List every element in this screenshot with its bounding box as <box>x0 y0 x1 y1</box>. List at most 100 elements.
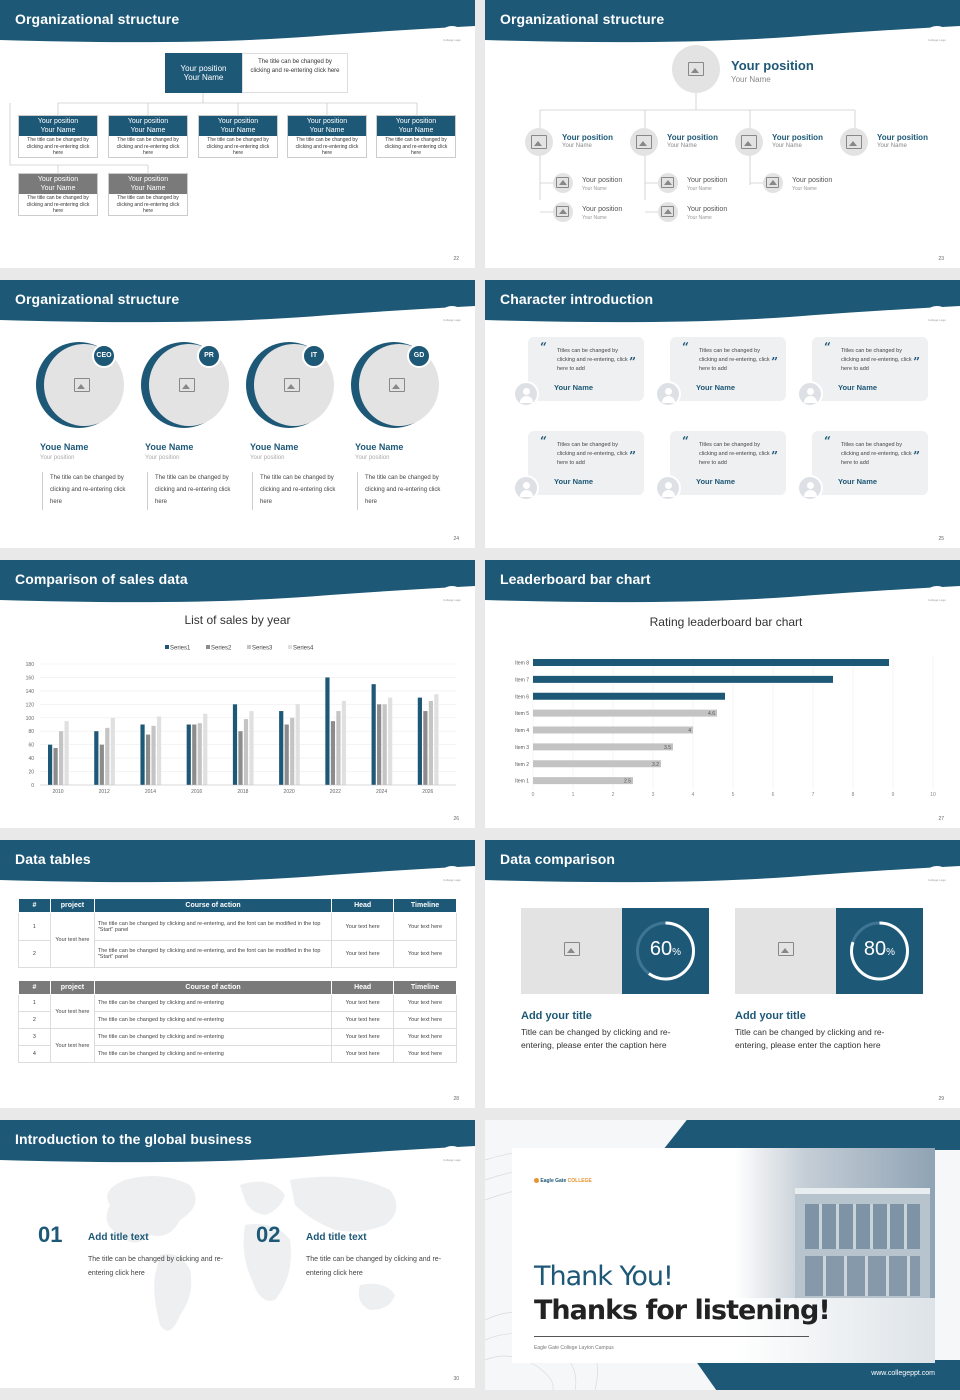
college-logo: College Logo <box>922 866 952 896</box>
member-name: Your Name <box>667 143 697 149</box>
table-row[interactable]: 2 The title can be changed by clicking a… <box>18 1011 457 1029</box>
bar <box>94 731 99 785</box>
bar <box>382 704 387 785</box>
page-number: 23 <box>938 256 944 262</box>
member-photo[interactable] <box>630 128 658 156</box>
college-logo: College Logo <box>437 1146 467 1176</box>
sub-member-position: Your position <box>582 177 623 184</box>
table-row[interactable]: 3 Your text here The title can be change… <box>18 1028 457 1063</box>
slide-31: Eagle Gate COLLEGE Thank You! Thanks for… <box>485 1120 960 1390</box>
item-number: 02 <box>256 1222 281 1247</box>
org-box-position: Your position <box>306 118 348 125</box>
testimonial-card[interactable]: “ ” Titles can be changed by clicking and … <box>670 337 786 401</box>
org-box[interactable]: Your position Your Name The title can be c… <box>108 173 188 216</box>
image-placeholder[interactable] <box>735 908 836 994</box>
top-photo[interactable] <box>672 45 720 93</box>
slide-title: Organizational structure <box>500 11 665 27</box>
member-photo[interactable] <box>525 128 553 156</box>
org-box[interactable]: Your position Your Name The title can be c… <box>376 115 456 158</box>
legend-swatch <box>206 645 210 649</box>
y-tick-label: Item 8 <box>515 661 529 667</box>
table-row[interactable]: 4 The title can be changed by clicking a… <box>18 1045 457 1063</box>
item-title: Add your title <box>735 1010 806 1022</box>
sub-member-photo[interactable] <box>553 173 573 193</box>
item-text: The title can be changed by clicking and… <box>306 1256 442 1277</box>
bar <box>533 777 633 785</box>
quote-open-icon: “ <box>540 434 547 448</box>
sub-member-photo[interactable] <box>658 202 678 222</box>
x-tick-label: 2012 <box>99 789 110 795</box>
col-header: Course of action <box>93 980 333 995</box>
cell: Your text here <box>393 994 457 1012</box>
member-photo[interactable] <box>254 344 334 426</box>
member-name: Youe Name <box>40 442 89 452</box>
top-accent-band <box>663 1120 960 1150</box>
cell: The title can be changed by clicking and… <box>93 912 333 941</box>
cell-group: Your text here <box>49 912 95 968</box>
percent-unit: % <box>672 947 682 958</box>
team-member: CEO Youe Name Your position The title can b… <box>36 342 136 542</box>
org-box[interactable]: Your position Your Name The title can be c… <box>18 115 98 158</box>
bar <box>417 697 422 785</box>
image-icon <box>74 378 90 392</box>
data-label: 3.2 <box>652 762 659 768</box>
member-photo[interactable] <box>840 128 868 156</box>
bar <box>192 724 197 785</box>
quote-open-icon: “ <box>824 434 831 448</box>
testimonial-card[interactable]: “ ” Titles can be changed by clicking and … <box>670 431 786 495</box>
table-header-row: # project Course of action Head Timeline <box>18 980 457 995</box>
quote-close-icon: ” <box>771 355 778 369</box>
y-tick-label: Item 1 <box>515 779 529 785</box>
col-header: # <box>18 980 51 995</box>
sub-member-photo[interactable] <box>658 173 678 193</box>
item-text: Title can be changed by clicking and re-… <box>521 1027 671 1050</box>
x-tick-label: 2018 <box>237 789 248 795</box>
image-placeholder[interactable] <box>521 908 622 994</box>
testimonial-name: Your Name <box>696 477 736 486</box>
table-row[interactable]: 1 Your text here The title can be change… <box>18 912 457 968</box>
building-image <box>795 1188 930 1298</box>
testimonial-card[interactable]: “ ” Titles can be changed by clicking and … <box>812 337 928 401</box>
avatar-icon <box>513 381 539 407</box>
member-name: Your Name <box>877 143 907 149</box>
bar <box>290 717 295 785</box>
campus-photo <box>735 1148 935 1363</box>
sub-member-photo[interactable] <box>763 173 783 193</box>
member-photo[interactable] <box>735 128 763 156</box>
bar <box>533 743 673 751</box>
testimonial-card[interactable]: “ ” Titles can be changed by clicking and … <box>812 431 928 495</box>
testimonial-text: Titles can be changed by clicking and re… <box>699 348 770 372</box>
bar <box>186 724 191 785</box>
divider <box>534 1336 809 1337</box>
table-row[interactable]: 2 The title can be changed by clicking a… <box>18 940 457 968</box>
slide-22: Organizational structure College Logo Yo… <box>0 0 475 268</box>
website-url[interactable]: www.collegeppt.com <box>871 1370 935 1377</box>
y-tick-label: 180 <box>26 662 35 668</box>
org-box[interactable]: Your position Your Name The title can be c… <box>108 115 188 158</box>
progress-ring <box>850 921 909 981</box>
table-row[interactable]: 1 Your text here The title can be change… <box>18 994 457 1029</box>
sub-member-photo[interactable] <box>553 202 573 222</box>
testimonial-card[interactable]: “ ” Titles can be changed by clicking and … <box>528 337 644 401</box>
bar <box>423 711 428 785</box>
org-connectors <box>539 93 856 213</box>
bar <box>59 731 64 785</box>
org-box-name: Your Name <box>130 185 166 192</box>
sub-member-position: Your position <box>687 177 728 184</box>
sub-member-name: Your Name <box>582 186 607 192</box>
testimonial-card[interactable]: “ ” Titles can be changed by clicking and … <box>528 431 644 495</box>
slide-27: Leaderboard bar chart College Logo Ratin… <box>485 560 960 828</box>
org-top-box[interactable]: Your position Your Name <box>165 53 242 93</box>
bar <box>197 723 202 785</box>
org-box[interactable]: Your position Your Name The title can be c… <box>198 115 278 158</box>
org-box[interactable]: Your position Your Name The title can be c… <box>287 115 367 158</box>
testimonial-name: Your Name <box>838 477 878 486</box>
testimonial-name: Your Name <box>696 383 736 392</box>
bar <box>341 700 347 785</box>
slide-29: Data comparison College Logo 60% Add your… <box>485 840 960 1108</box>
percent-value: 80% <box>836 938 923 961</box>
x-tick-label: 2020 <box>284 789 295 795</box>
org-box[interactable]: Your position Your Name The title can be c… <box>18 173 98 216</box>
member-position: Your position <box>667 133 718 142</box>
y-tick-label: Item 7 <box>515 677 529 683</box>
